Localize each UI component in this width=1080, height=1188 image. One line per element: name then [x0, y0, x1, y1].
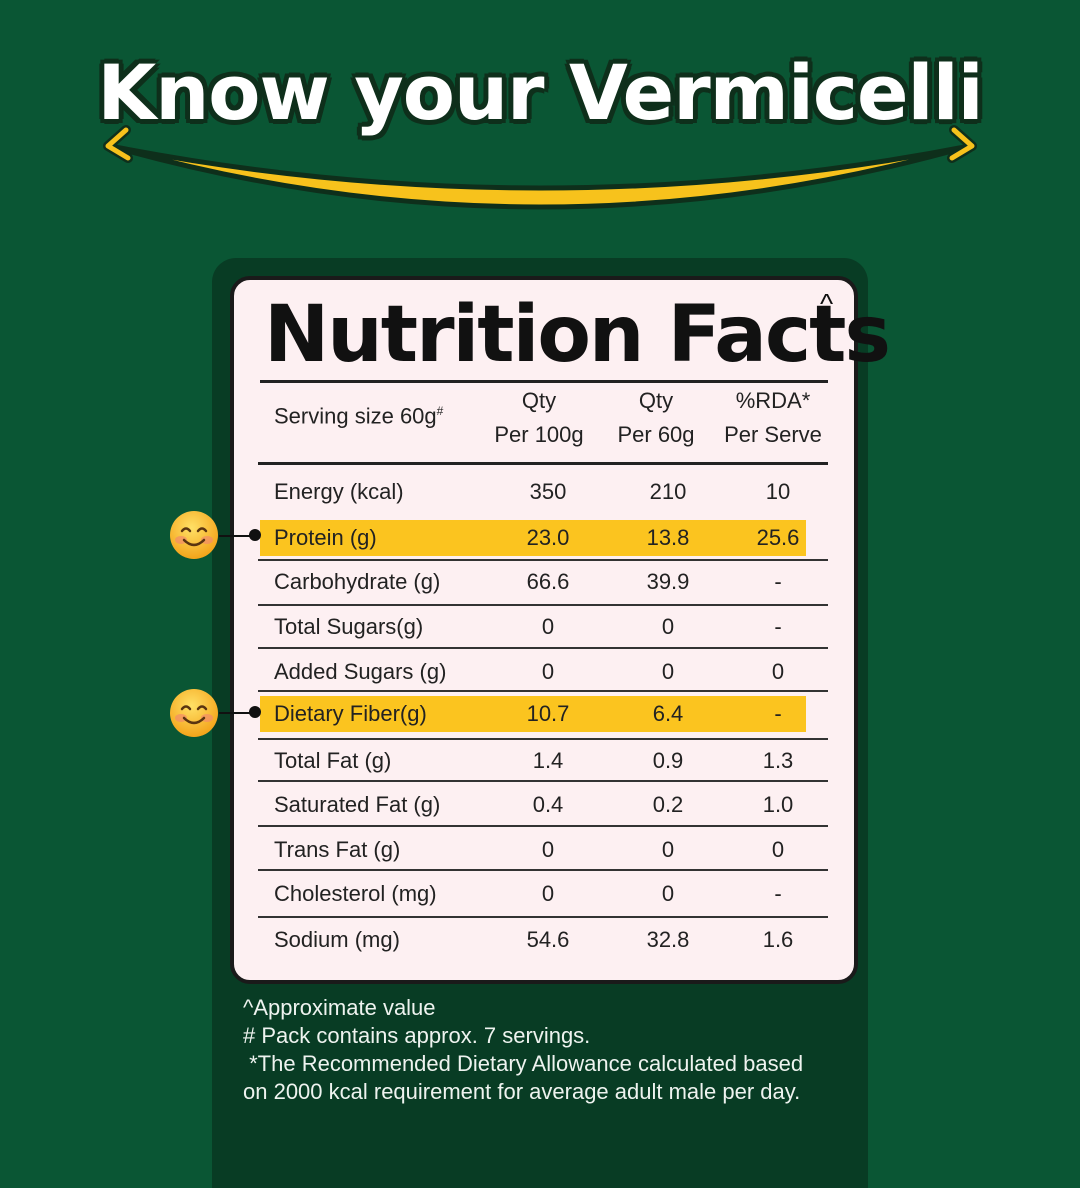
header-rule [258, 462, 828, 465]
row-divider [258, 690, 828, 692]
table-row: Energy (kcal) 350 210 10 [274, 479, 791, 504]
footnote-approximate: ^Approximate value [243, 995, 436, 1020]
fiber-connector [219, 712, 255, 714]
nutrition-facts-card: Nutrition Facts ^ Serving size 60g# Qty P… [230, 276, 891, 984]
row-divider [258, 780, 828, 782]
row-divider [258, 738, 828, 740]
table-row: Protein (g) 23.0 13.8 25.6 [274, 525, 800, 550]
header-per-60g: Qty Per 60g [617, 388, 695, 447]
title-rule [260, 380, 828, 383]
header-rda: %RDA* Per Serve [724, 388, 822, 447]
table-row: Total Sugars(g) 0 0- [274, 614, 782, 639]
table-row: Total Fat (g) 1.4 0.9 1.3 [274, 748, 794, 773]
smile-arrow-icon [103, 125, 977, 210]
fiber-highlight [260, 696, 806, 732]
row-divider [258, 825, 828, 827]
table-row: Carbohydrate (g) 66.6 39.9- [274, 569, 782, 594]
fiber-marker-dot [249, 706, 261, 718]
row-divider [258, 869, 828, 871]
table-row: Saturated Fat (g) 0.4 0.2 1.0 [274, 792, 794, 817]
smiling-face-emoji-icon [170, 689, 218, 737]
table-row: Added Sugars (g) 0 0 0 [274, 659, 785, 684]
footnote-servings: # Pack contains approx. 7 servings. [243, 1023, 591, 1048]
table-row: Cholesterol (mg) 0 0- [274, 881, 782, 906]
row-divider [258, 559, 828, 561]
header-per-100g: Qty Per 100g [494, 388, 584, 447]
table-row: Sodium (mg) 54.6 32.8 1.6 [274, 927, 794, 952]
headline: Know your Vermicelli [97, 48, 983, 137]
protein-marker-dot [249, 529, 261, 541]
footnote-rda: *The Recommended Dietary Allowance calcu… [243, 1051, 804, 1076]
protein-highlight [260, 520, 806, 556]
title-mark: ^ [820, 288, 834, 319]
serving-size-header: Serving size 60g# [274, 403, 444, 429]
protein-connector [219, 535, 255, 537]
table-row: Dietary Fiber(g) 10.7 6.4- [274, 701, 782, 726]
table-row: Trans Fat (g) 0 0 0 [274, 837, 785, 862]
footnotes: ^Approximate value # Pack contains appro… [243, 994, 803, 1106]
row-divider [258, 604, 828, 606]
row-divider [258, 647, 828, 649]
smiling-face-emoji-icon [170, 511, 218, 559]
footnote-rda-cont: on 2000 kcal requirement for average adu… [243, 1079, 801, 1104]
row-divider [258, 916, 828, 918]
card-title: Nutrition Facts [264, 290, 891, 380]
